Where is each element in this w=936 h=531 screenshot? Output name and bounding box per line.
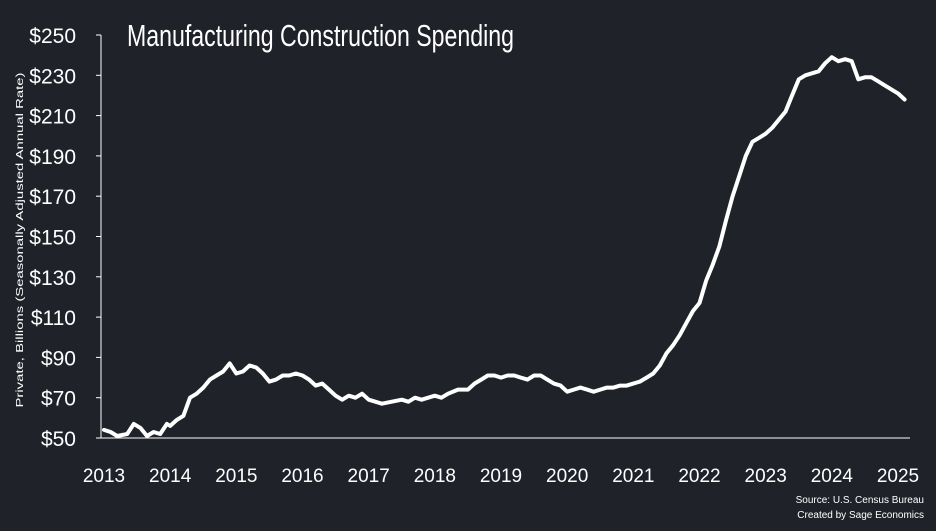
x-tick-label: 2025 bbox=[877, 466, 919, 487]
x-tick-label: 2024 bbox=[811, 466, 854, 487]
y-tick-label: $70 bbox=[41, 388, 76, 411]
x-tick-label: 2020 bbox=[546, 466, 588, 487]
y-axis-ticks: $50 $70 $90 $110 $130 $150 $170 $190 $210 $230 $25… bbox=[29, 25, 101, 451]
credit-note: Created by Sage Economics bbox=[797, 510, 924, 521]
x-tick-label: 2023 bbox=[745, 466, 787, 487]
y-tick-label: $250 bbox=[29, 25, 76, 48]
series-layer bbox=[102, 55, 907, 438]
x-axis-ticks: 2013 2014 2015 2016 2017 2018 2019 2020 2021 2022… bbox=[83, 466, 919, 487]
x-tick-label: 2021 bbox=[612, 466, 654, 487]
y-tick-label: $90 bbox=[41, 347, 76, 370]
x-tick-label: 2015 bbox=[215, 466, 257, 487]
y-tick-label: $210 bbox=[29, 106, 76, 129]
y-tick-label: $50 bbox=[41, 428, 76, 451]
source-note: Source: U.S. Census Bureau bbox=[796, 495, 924, 506]
y-tick-label: $110 bbox=[31, 307, 76, 330]
x-tick-label: 2022 bbox=[678, 466, 720, 487]
x-tick-label: 2019 bbox=[480, 466, 522, 487]
y-tick-label: $170 bbox=[29, 186, 76, 209]
y-axis-label: Private, Billions (Seasonally Adjusted A… bbox=[14, 73, 26, 408]
y-tick-label: $230 bbox=[29, 65, 76, 88]
series-line bbox=[102, 55, 907, 438]
x-tick-label: 2013 bbox=[83, 466, 125, 487]
x-tick-label: 2016 bbox=[281, 466, 323, 487]
chart-title: Manufacturing Construction Spending bbox=[127, 18, 514, 53]
x-tick-label: 2014 bbox=[149, 466, 192, 487]
x-tick-label: 2017 bbox=[348, 466, 390, 487]
y-tick-label: $130 bbox=[29, 267, 76, 290]
y-tick-label: $150 bbox=[29, 227, 76, 250]
x-tick-label: 2018 bbox=[414, 466, 456, 487]
y-tick-label: $190 bbox=[29, 146, 76, 169]
